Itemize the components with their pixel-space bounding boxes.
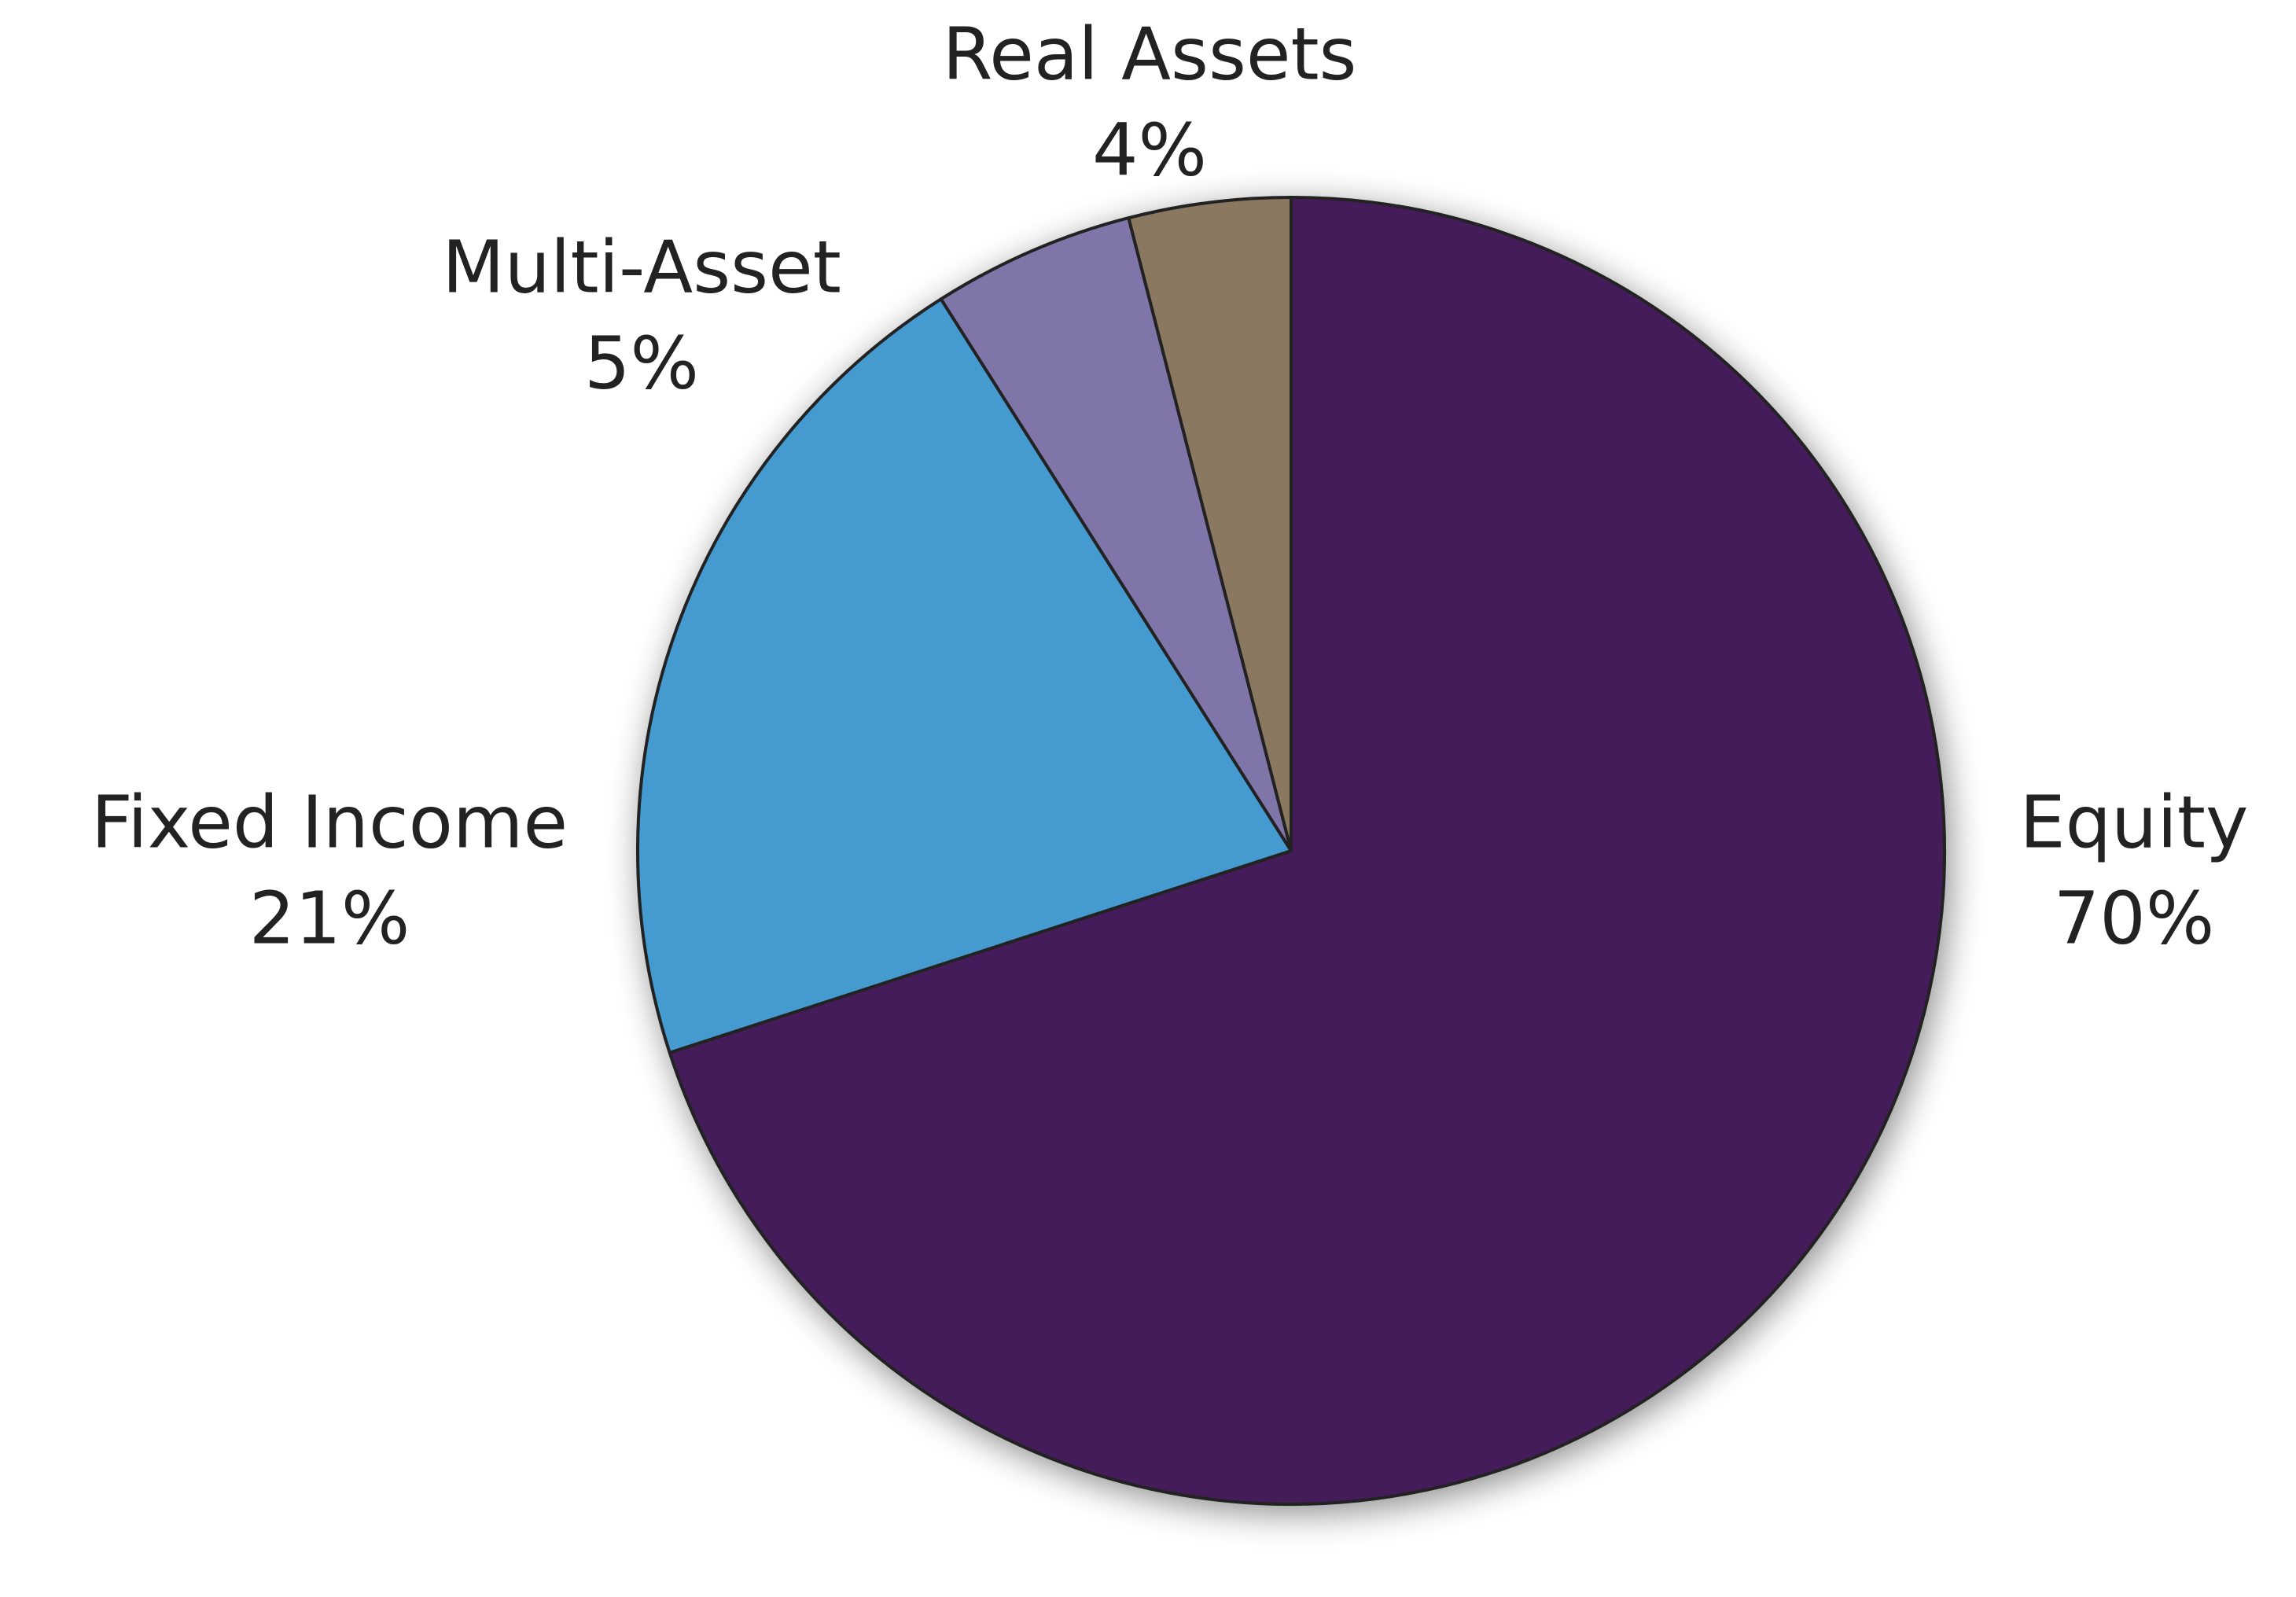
value-label: 5% bbox=[584, 321, 699, 405]
pie bbox=[636, 196, 1946, 1506]
pie-slice bbox=[668, 196, 1946, 1506]
slice-label: Real Assets bbox=[943, 12, 1357, 96]
slice-label: Multi-Asset bbox=[442, 225, 841, 309]
value-label: 70% bbox=[2054, 876, 2214, 960]
slice-label: Equity bbox=[2020, 780, 2249, 864]
value-label: 4% bbox=[1092, 108, 1207, 192]
value-label: 21% bbox=[249, 876, 410, 960]
slice-label: Fixed Income bbox=[91, 780, 568, 864]
pie-slice bbox=[636, 297, 1293, 1054]
pie-slice bbox=[939, 216, 1293, 852]
pie-slice bbox=[1127, 196, 1293, 852]
